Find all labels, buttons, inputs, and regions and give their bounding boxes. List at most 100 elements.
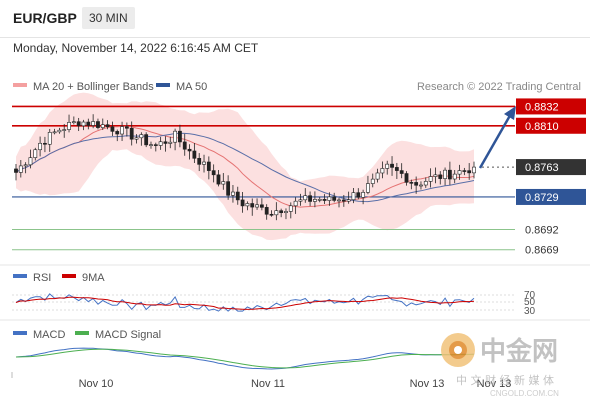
candle [110, 121, 115, 137]
candle [380, 161, 385, 179]
candle-body [149, 144, 153, 146]
candle [96, 118, 100, 130]
candle [202, 154, 206, 173]
candle [158, 136, 163, 150]
candle-body [337, 199, 341, 202]
candle-body [404, 173, 409, 183]
candle-body [317, 199, 322, 201]
candle-body [274, 210, 279, 216]
watermark-logo-text: 中金网 [480, 336, 558, 367]
candle-body [245, 203, 250, 207]
candle [298, 193, 303, 206]
candle-body [67, 122, 71, 130]
candle-body [327, 196, 332, 201]
level-tag-0.8832: 0.8832 [525, 101, 559, 113]
candle [23, 162, 28, 174]
rsi-ma-legend-swatch [62, 274, 76, 278]
rsi-50-label: 50 [524, 297, 536, 308]
candle-body [76, 121, 81, 127]
macd-legend-label: MACD [33, 329, 65, 341]
candle-body [14, 168, 18, 173]
candle-body [192, 150, 197, 159]
x-label-nov10: Nov 10 [79, 378, 114, 390]
level-tag-0.8729: 0.8729 [525, 192, 559, 204]
chart-datetime: Monday, November 14, 2022 6:16:45 AM CET [13, 41, 259, 55]
candle-body [288, 205, 293, 212]
candle-body [399, 170, 404, 174]
x-label-nov13b: Nov 13 [477, 378, 512, 390]
candle-body [226, 181, 231, 196]
candle [67, 114, 71, 133]
candle-body [269, 213, 274, 216]
candle-body [158, 141, 163, 146]
candle-body [144, 134, 149, 146]
candle-body [153, 144, 158, 146]
candle [346, 191, 351, 204]
candle [221, 173, 226, 190]
candle-body [250, 203, 255, 208]
level-lines [12, 105, 515, 251]
candle [71, 116, 76, 125]
candle [134, 134, 139, 144]
ma20-legend-swatch [13, 83, 27, 87]
moving-averages [15, 125, 475, 208]
timeframe-badge[interactable]: 30 MIN [82, 7, 135, 29]
bollinger-band-fill [16, 92, 474, 241]
candle [423, 177, 428, 188]
candle-body [419, 184, 423, 187]
candle-body [120, 126, 124, 135]
candle [462, 167, 467, 176]
candle [187, 144, 192, 160]
candle [293, 197, 298, 214]
candle-body [38, 142, 43, 151]
level-tag-bg-0.8729 [516, 188, 586, 205]
level-tag-bg-0.8810 [516, 117, 586, 134]
candle [231, 184, 235, 203]
level-tag-bg-0.8832 [516, 98, 586, 115]
cngold-watermark: 中金网 中 文 财 经 新 媒 体 CNGOLD.COM.CN [441, 333, 559, 398]
candle-body [216, 174, 221, 185]
candle [115, 129, 120, 142]
candle [129, 121, 134, 146]
rsi-legend-swatch [13, 274, 27, 278]
candle-body [322, 199, 327, 201]
candle [14, 163, 18, 181]
candle-body [62, 129, 67, 131]
ma50-line [15, 132, 475, 203]
candle [168, 136, 173, 149]
candle [327, 192, 332, 206]
candle [144, 132, 149, 148]
candle-body [472, 166, 476, 174]
candle [255, 198, 259, 210]
candle-body [259, 204, 264, 208]
candle [404, 171, 409, 186]
candle-body [33, 149, 38, 158]
candle [356, 188, 361, 200]
forecast-arrow-shaft [478, 111, 514, 169]
candle-body [124, 126, 129, 129]
candle-body [139, 134, 144, 139]
candle-body [279, 210, 284, 214]
candle [182, 133, 187, 156]
candle [250, 198, 255, 216]
candle [235, 186, 240, 205]
rsi-legend-label: RSI [33, 272, 51, 284]
level-tag-0.8763: 0.8763 [525, 162, 559, 174]
candle-body [255, 204, 259, 208]
watermark-subtext: 中 文 财 经 新 媒 体 [456, 373, 554, 387]
candle-body [313, 199, 317, 202]
candle [153, 142, 158, 152]
watermark-url: CNGOLD.COM.CN [490, 389, 559, 398]
macd-lines [15, 347, 475, 370]
candle [414, 176, 419, 194]
symbol-label: EUR/GBP [13, 10, 77, 26]
candle [149, 141, 153, 149]
candle-body [96, 121, 100, 128]
forecast-arrow [478, 106, 516, 169]
candle [81, 119, 86, 131]
candle-body [231, 191, 235, 196]
candle [419, 181, 423, 190]
candle [28, 149, 33, 169]
candle-body [423, 181, 428, 186]
